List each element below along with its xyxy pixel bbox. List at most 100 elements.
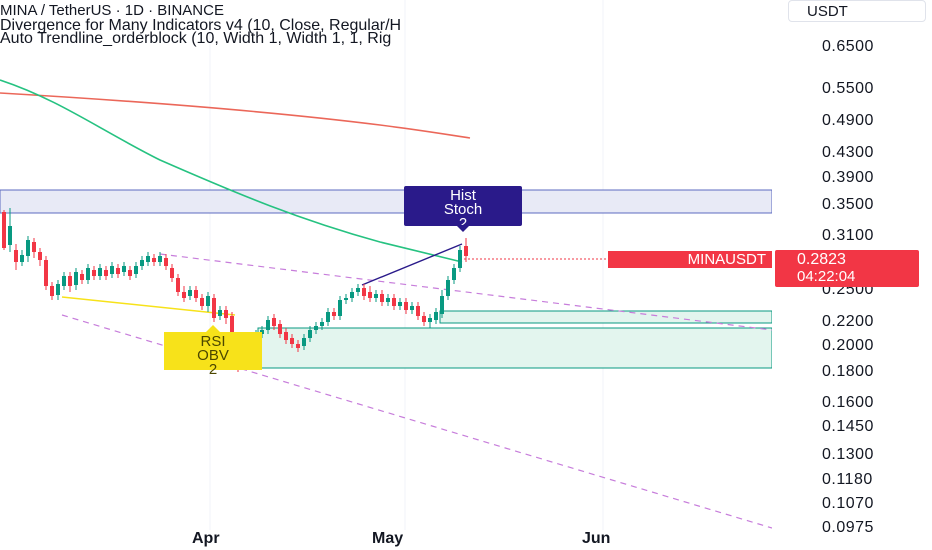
indicator-legend-trendline[interactable]: Auto Trendline_orderblock (10, Width 1, … — [0, 30, 392, 47]
symbol-price-tag: MINAUSDT — [608, 251, 772, 268]
label-line: RSI — [200, 333, 226, 350]
candle-body — [398, 302, 402, 306]
candle-body — [176, 278, 180, 292]
candle-body — [44, 260, 48, 286]
price-tick-label: 0.1070 — [822, 495, 874, 512]
candle-body — [308, 330, 312, 338]
candle-body — [386, 298, 390, 302]
candle-body — [116, 268, 120, 274]
price-tick-label: 0.3900 — [822, 169, 874, 186]
price-tick-label: 0.3500 — [822, 196, 874, 213]
chart-title[interactable]: MINA / TetherUS · 1D · BINANCE — [0, 2, 224, 19]
label-line: Hist — [450, 187, 476, 204]
candle-body — [212, 298, 216, 318]
candle-body — [122, 266, 126, 272]
time-label-apr: Apr — [192, 530, 220, 547]
candle-body — [272, 318, 276, 326]
candle-body — [200, 298, 204, 306]
price-tick-label: 0.2200 — [822, 313, 874, 330]
candle-body — [338, 300, 342, 316]
candle-body — [14, 250, 18, 262]
indicator-legend-divergence[interactable]: Divergence for Many Indicators v4 (10, C… — [0, 17, 402, 34]
candle-body — [98, 268, 102, 276]
ma-slow-line — [0, 92, 471, 139]
candle-body — [440, 296, 444, 314]
candle-body — [422, 316, 426, 322]
candle-body — [290, 338, 294, 344]
divergence-line-bull — [61, 296, 236, 316]
candle-body — [68, 276, 72, 286]
candle-body — [74, 272, 78, 285]
candle-body — [146, 256, 150, 262]
candle-body — [134, 266, 138, 274]
demand-zone-lower — [257, 327, 772, 369]
candle-body — [284, 332, 288, 340]
candle-body — [416, 306, 420, 316]
divergence-line-bear — [361, 243, 463, 286]
candle-body — [170, 268, 174, 278]
candle-body — [368, 292, 372, 298]
label-pointer — [456, 225, 470, 232]
price-tick-label: 0.1800 — [822, 363, 874, 380]
candle-body — [20, 255, 24, 262]
price-tick-label: 0.2000 — [822, 337, 874, 354]
candle-body — [278, 324, 282, 334]
candle-body — [230, 316, 234, 340]
price-tick-label: 0.4900 — [822, 112, 874, 129]
candle-body — [110, 266, 114, 274]
candle-body — [188, 290, 192, 296]
candle-body — [80, 274, 84, 280]
candle-body — [350, 292, 354, 298]
bar-countdown: 04:22:04 — [797, 268, 856, 285]
candle-body — [320, 322, 324, 326]
label-pointer — [206, 325, 220, 332]
ma-fast-line — [0, 79, 463, 263]
time-label-jun: Jun — [582, 530, 611, 547]
candle-body — [404, 302, 408, 310]
candle-body — [344, 298, 348, 300]
candle-body — [206, 296, 210, 306]
price-tick-label: 0.5500 — [822, 80, 874, 97]
label-line: Stoch — [443, 201, 483, 218]
candle-body — [356, 288, 360, 292]
chart-pane[interactable]: MINA / TetherUS · 1D · BINANCE Divergenc… — [0, 0, 772, 550]
candle-body — [434, 312, 438, 320]
price-tick-label: 0.1180 — [822, 471, 873, 488]
candle-body — [38, 252, 42, 260]
price-tick-label: 0.6500 — [822, 38, 874, 55]
candle-body — [374, 294, 378, 298]
candle-body — [302, 338, 306, 346]
price-tick-label: 0.1450 — [822, 418, 874, 435]
demand-zone-upper — [439, 310, 772, 324]
current-price: 0.2823 — [797, 251, 846, 268]
price-tick-label: 0.0975 — [822, 519, 874, 536]
trendline-upper — [159, 253, 772, 331]
bullish-divergence-label: RSI OBV 2 — [164, 325, 262, 377]
candle-body — [194, 290, 198, 298]
price-tick-label: 0.4300 — [822, 144, 874, 161]
label-line: 2 — [208, 361, 218, 378]
price-tick-label: 0.3100 — [822, 227, 874, 244]
price-tick-label: 0.1300 — [822, 446, 874, 463]
price-chart[interactable] — [0, 0, 772, 550]
candle-body — [92, 270, 96, 276]
candle-body — [140, 260, 144, 266]
candle-body — [326, 312, 330, 322]
candle-body — [32, 242, 36, 252]
candle-body — [218, 310, 222, 316]
candle-body — [428, 318, 432, 322]
candle-body — [380, 294, 384, 302]
candle-body — [164, 258, 168, 266]
candle-body — [104, 270, 108, 276]
candle-body — [224, 310, 228, 318]
bearish-divergence-label: Hist Stoch 2 — [404, 186, 522, 232]
candle-body — [452, 268, 456, 280]
candle-body — [128, 270, 132, 276]
currency-button[interactable]: USDT — [788, 0, 926, 22]
candle-body — [86, 268, 90, 280]
candle-body — [446, 280, 450, 296]
candle-body — [296, 344, 300, 348]
candle-body — [266, 320, 270, 330]
candle-body — [392, 298, 396, 306]
candle-body — [8, 226, 12, 245]
